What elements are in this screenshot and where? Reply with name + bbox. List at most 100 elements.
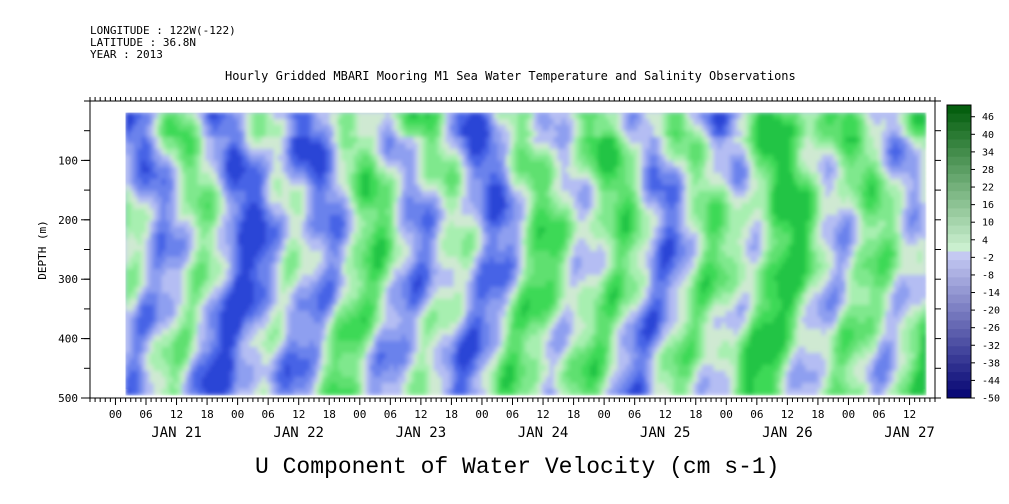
colorbar-swatch [947, 363, 971, 373]
colorbar-swatch [947, 294, 971, 304]
colorbar-swatch [947, 105, 971, 115]
x-hour-label: 18 [689, 408, 702, 421]
x-hour-label: 00 [353, 408, 366, 421]
colorbar-swatch [947, 199, 971, 209]
x-hour-label: 12 [536, 408, 549, 421]
x-hour-label: 12 [292, 408, 305, 421]
x-hour-label: 06 [262, 408, 275, 421]
colorbar-swatch [947, 225, 971, 235]
colorbar-swatch [947, 191, 971, 201]
colorbar-label: -38 [982, 358, 1000, 369]
colorbar-swatch [947, 337, 971, 347]
x-day-label: JAN 24 [518, 425, 569, 441]
colorbar-swatch [947, 217, 971, 227]
x-hour-label: 18 [445, 408, 458, 421]
colorbar-swatch [947, 242, 971, 252]
x-hour-label: 12 [659, 408, 672, 421]
colorbar-swatch [947, 285, 971, 296]
colorbar-swatch [947, 329, 971, 339]
x-hour-label: 00 [475, 408, 488, 421]
x-hour-label: 12 [414, 408, 427, 421]
x-hour-label: 00 [231, 408, 244, 421]
x-hour-label: 00 [109, 408, 122, 421]
colorbar-label: 16 [982, 200, 994, 211]
colorbar-swatch [947, 311, 971, 321]
colorbar-swatch [947, 380, 971, 390]
latitude-label: LATITUDE : 36.8N [90, 36, 196, 49]
colorbar-swatch [947, 251, 971, 261]
colorbar-swatch [947, 303, 971, 313]
colorbar-swatch [947, 372, 971, 382]
colorbar-swatch [947, 139, 971, 149]
x-hour-label: 12 [170, 408, 183, 421]
x-hour-label: 18 [323, 408, 336, 421]
colorbar-swatch [947, 182, 971, 192]
colorbar-swatch [947, 277, 971, 287]
colorbar-swatch [947, 156, 971, 166]
y-tick-label: 500 [58, 392, 78, 405]
colorbar-label: 28 [982, 165, 994, 176]
colorbar-label: -2 [982, 253, 994, 264]
chart-title: Hourly Gridded MBARI Mooring M1 Sea Wate… [225, 69, 796, 83]
y-tick-label: 300 [58, 273, 78, 286]
x-hour-label: 06 [506, 408, 519, 421]
colorbar-label: -8 [982, 270, 994, 281]
year-label: YEAR : 2013 [90, 48, 163, 61]
colorbar-label: -26 [982, 323, 1000, 334]
colorbar-label: 22 [982, 183, 994, 194]
colorbar-label: 40 [982, 130, 994, 141]
colorbar-swatch [947, 173, 971, 184]
x-day-label: JAN 22 [273, 425, 324, 441]
colorbar-label: 34 [982, 147, 994, 158]
x-hour-label: 12 [781, 408, 794, 421]
x-hour-label: 06 [750, 408, 763, 421]
colorbar-label: -44 [982, 376, 1000, 387]
colorbar-label: 4 [982, 235, 988, 246]
colorbar-swatch [947, 113, 971, 123]
colorbar-label: -14 [982, 288, 1000, 299]
x-day-label: JAN 26 [762, 425, 813, 441]
heatmap-cells [125, 112, 927, 396]
x-day-label: JAN 25 [640, 425, 691, 441]
colorbar-frame [946, 104, 972, 399]
colorbar-label: -20 [982, 306, 1000, 317]
colorbar-swatch [947, 320, 971, 330]
x-hour-label: 18 [200, 408, 213, 421]
colorbar-label: 10 [982, 218, 994, 229]
colorbar-swatch [947, 234, 971, 244]
x-hour-label: 00 [598, 408, 611, 421]
x-axis-title: U Component of Water Velocity (cm s-1) [255, 454, 780, 480]
x-hour-label: 06 [139, 408, 152, 421]
x-hour-label: 06 [384, 408, 397, 421]
colorbar-swatch [947, 148, 971, 158]
x-hour-label: 18 [567, 408, 580, 421]
x-hour-label: 00 [720, 408, 733, 421]
colorbar-label: -50 [982, 394, 1000, 405]
longitude-label: LONGITUDE : 122W(-122) [90, 24, 236, 37]
velocity-heatmap [125, 112, 927, 396]
colorbar-swatch [947, 130, 971, 140]
colorbar-swatch [947, 268, 971, 278]
colorbar-swatch [947, 354, 971, 365]
y-tick-label: 200 [58, 214, 78, 227]
colorbar-swatch [947, 165, 971, 175]
colorbar-swatch [947, 389, 971, 399]
y-tick-label: 100 [58, 154, 78, 167]
y-axis-label: DEPTH (m) [36, 220, 49, 280]
x-day-label: JAN 27 [884, 425, 935, 441]
colorbar-swatch [947, 260, 971, 270]
colorbar-label: -32 [982, 341, 1000, 352]
colorbar-swatch [947, 346, 971, 356]
x-day-label: JAN 21 [151, 425, 202, 441]
x-hour-label: 12 [903, 408, 916, 421]
colorbar-label: 46 [982, 112, 994, 123]
axes: 100 200 300 400 500 00 06 12 18 00 06 12 18 00 06 12 18 0… [58, 97, 941, 441]
colorbar-swatch [947, 208, 971, 218]
colorbar: 46 40 34 28 22 16 10 4 -2 -8 -14 -20 -26 -32 -38 -44 -50 [946, 104, 1000, 405]
x-hour-label: 00 [842, 408, 855, 421]
y-tick-label: 400 [58, 333, 78, 346]
x-hour-label: 06 [872, 408, 885, 421]
x-hour-label: 06 [628, 408, 641, 421]
x-hour-label: 18 [811, 408, 824, 421]
